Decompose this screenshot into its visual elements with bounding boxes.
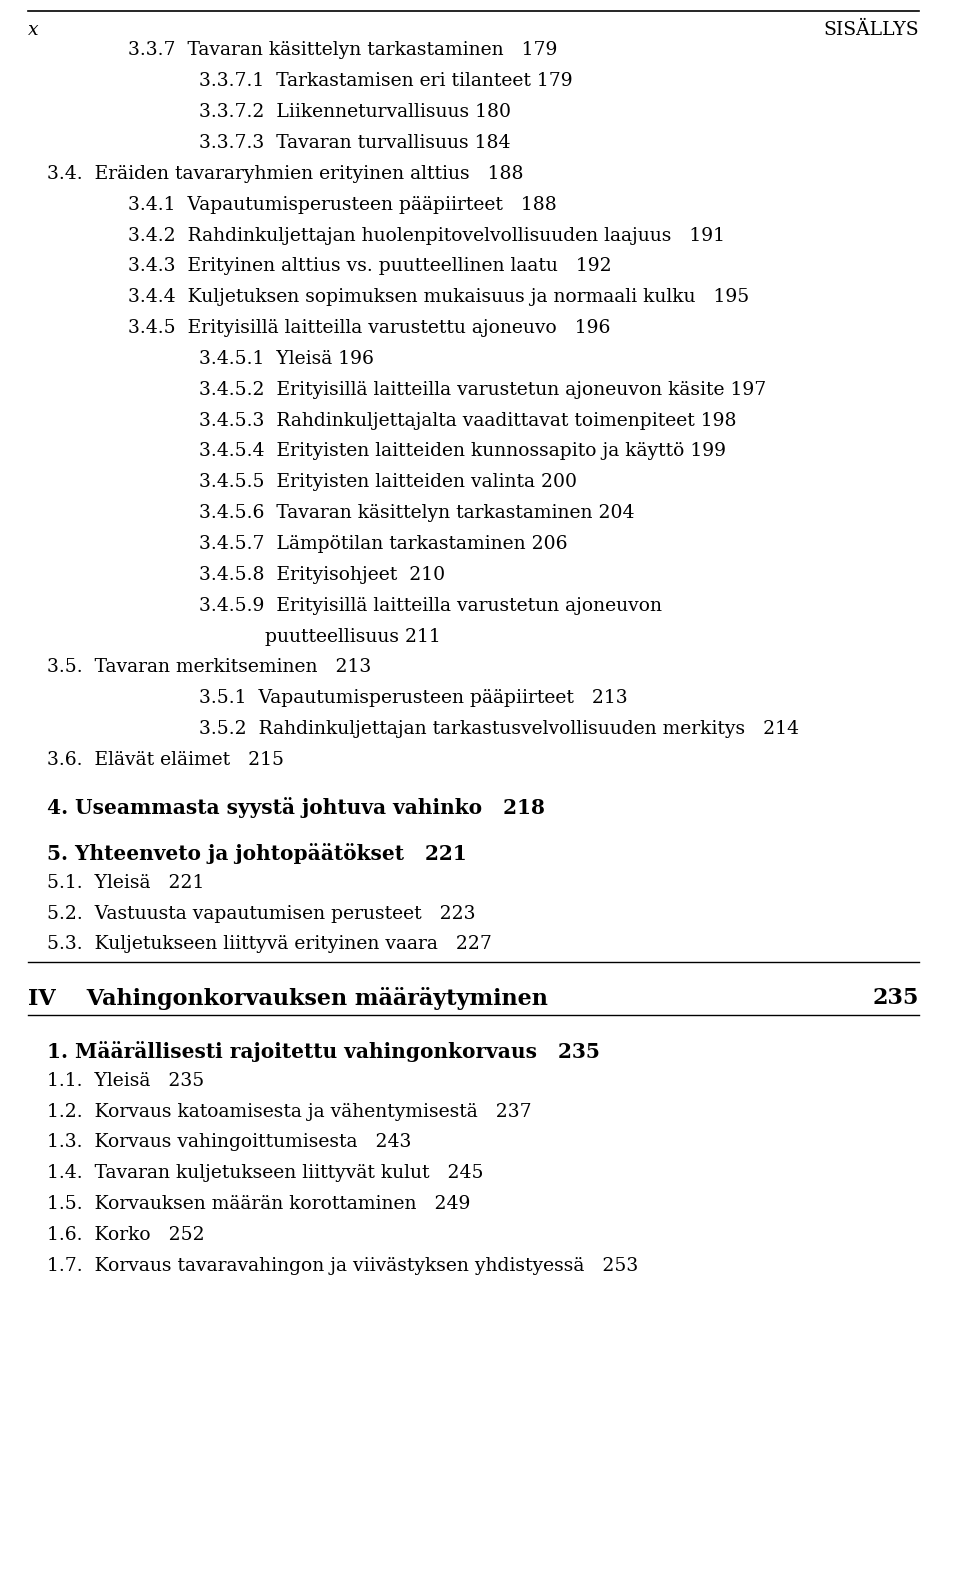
Text: 3.4.2  Rahdinkuljettajan huolenpitovelvollisuuden laajuus   191: 3.4.2 Rahdinkuljettajan huolenpitovelvol… xyxy=(128,226,725,245)
Text: 1.4.  Tavaran kuljetukseen liittyvät kulut   245: 1.4. Tavaran kuljetukseen liittyvät kulu… xyxy=(47,1164,484,1183)
Text: 3.4.5.8  Erityisohjeet  210: 3.4.5.8 Erityisohjeet 210 xyxy=(199,565,445,584)
Text: 3.4.3  Erityinen alttius vs. puutteellinen laatu   192: 3.4.3 Erityinen alttius vs. puutteelline… xyxy=(128,258,612,275)
Text: 3.4.5.1  Yleisä 196: 3.4.5.1 Yleisä 196 xyxy=(199,350,373,368)
Text: 3.6.  Elävät eläimet   215: 3.6. Elävät eläimet 215 xyxy=(47,751,284,769)
Text: puutteellisuus 211: puutteellisuus 211 xyxy=(265,627,442,646)
Text: 3.4.5.6  Tavaran käsittelyn tarkastaminen 204: 3.4.5.6 Tavaran käsittelyn tarkastaminen… xyxy=(199,505,635,522)
Text: 5. Yhteenveto ja johtopäätökset   221: 5. Yhteenveto ja johtopäätökset 221 xyxy=(47,842,468,864)
Text: 5.1.  Yleisä   221: 5.1. Yleisä 221 xyxy=(47,874,204,892)
Text: 3.4.5.3  Rahdinkuljettajalta vaadittavat toimenpiteet 198: 3.4.5.3 Rahdinkuljettajalta vaadittavat … xyxy=(199,412,736,430)
Text: 3.4.5.9  Erityisillä laitteilla varustetun ajoneuvon: 3.4.5.9 Erityisillä laitteilla varustetu… xyxy=(199,597,662,615)
Text: 1.1.  Yleisä   235: 1.1. Yleisä 235 xyxy=(47,1071,204,1089)
Text: 3.4.5.7  Lämpötilan tarkastaminen 206: 3.4.5.7 Lämpötilan tarkastaminen 206 xyxy=(199,535,567,552)
Text: 3.4.1  Vapautumisperusteen pääpiirteet   188: 3.4.1 Vapautumisperusteen pääpiirteet 18… xyxy=(128,196,557,213)
Text: 1.6.  Korko   252: 1.6. Korko 252 xyxy=(47,1226,205,1243)
Text: 1.2.  Korvaus katoamisesta ja vähentymisestä   237: 1.2. Korvaus katoamisesta ja vähentymise… xyxy=(47,1103,532,1121)
Text: 3.3.7.3  Tavaran turvallisuus 184: 3.3.7.3 Tavaran turvallisuus 184 xyxy=(199,134,511,151)
Text: 3.3.7.1  Tarkastamisen eri tilanteet 179: 3.3.7.1 Tarkastamisen eri tilanteet 179 xyxy=(199,72,573,91)
Text: 3.4.5  Erityisillä laitteilla varustettu ajoneuvo   196: 3.4.5 Erityisillä laitteilla varustettu … xyxy=(128,318,611,338)
Text: 3.4.  Eräiden tavararyhmien erityinen alttius   188: 3.4. Eräiden tavararyhmien erityinen alt… xyxy=(47,166,524,183)
Text: 1.3.  Korvaus vahingoittumisesta   243: 1.3. Korvaus vahingoittumisesta 243 xyxy=(47,1134,412,1151)
Text: 3.4.5.4  Erityisten laitteiden kunnossapito ja käyttö 199: 3.4.5.4 Erityisten laitteiden kunnossapi… xyxy=(199,443,726,460)
Text: 1.5.  Korvauksen määrän korottaminen   249: 1.5. Korvauksen määrän korottaminen 249 xyxy=(47,1196,470,1213)
Text: 3.4.4  Kuljetuksen sopimuksen mukaisuus ja normaali kulku   195: 3.4.4 Kuljetuksen sopimuksen mukaisuus j… xyxy=(128,288,749,306)
Text: SISÄLLYS: SISÄLLYS xyxy=(824,21,920,40)
Text: 3.5.  Tavaran merkitseminen   213: 3.5. Tavaran merkitseminen 213 xyxy=(47,659,372,677)
Text: 3.4.5.5  Erityisten laitteiden valinta 200: 3.4.5.5 Erityisten laitteiden valinta 20… xyxy=(199,473,577,492)
Text: 3.3.7  Tavaran käsittelyn tarkastaminen   179: 3.3.7 Tavaran käsittelyn tarkastaminen 1… xyxy=(128,41,558,59)
Text: 4. Useammasta syystä johtuva vahinko   218: 4. Useammasta syystä johtuva vahinko 218 xyxy=(47,798,545,818)
Text: 3.5.2  Rahdinkuljettajan tarkastusvelvollisuuden merkitys   214: 3.5.2 Rahdinkuljettajan tarkastusvelvoll… xyxy=(199,720,799,739)
Text: 3.5.1  Vapautumisperusteen pääpiirteet   213: 3.5.1 Vapautumisperusteen pääpiirteet 21… xyxy=(199,689,628,707)
Text: x: x xyxy=(29,21,39,40)
Text: 235: 235 xyxy=(873,987,920,1009)
Text: 3.4.5.2  Erityisillä laitteilla varustetun ajoneuvon käsite 197: 3.4.5.2 Erityisillä laitteilla varustetu… xyxy=(199,380,766,398)
Text: 3.3.7.2  Liikenneturvallisuus 180: 3.3.7.2 Liikenneturvallisuus 180 xyxy=(199,103,511,121)
Text: 5.3.  Kuljetukseen liittyvä erityinen vaara   227: 5.3. Kuljetukseen liittyvä erityinen vaa… xyxy=(47,936,492,954)
Text: 5.2.  Vastuusta vapautumisen perusteet   223: 5.2. Vastuusta vapautumisen perusteet 22… xyxy=(47,904,476,922)
Text: 1. Määrällisesti rajoitettu vahingonkorvaus   235: 1. Määrällisesti rajoitettu vahingonkorv… xyxy=(47,1041,600,1062)
Text: IV    Vahingonkorvauksen määräytyminen: IV Vahingonkorvauksen määräytyminen xyxy=(29,987,548,1011)
Text: 1.7.  Korvaus tavaravahingon ja viivästyksen yhdistyessä   253: 1.7. Korvaus tavaravahingon ja viivästyk… xyxy=(47,1256,638,1275)
